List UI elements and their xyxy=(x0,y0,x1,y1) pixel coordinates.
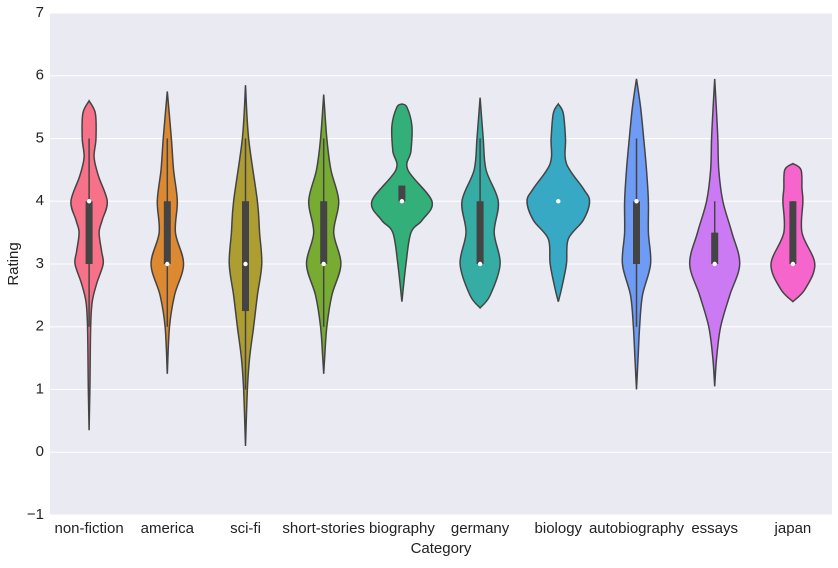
x-tick-label: biology xyxy=(535,520,583,537)
iqr-box xyxy=(789,201,797,264)
median xyxy=(477,261,483,267)
iqr-box xyxy=(163,201,171,264)
x-tick-label: essays xyxy=(691,520,738,537)
y-tick-label: 6 xyxy=(36,67,44,84)
median xyxy=(790,261,796,267)
median xyxy=(321,261,326,267)
x-tick-label: non-fiction xyxy=(54,520,123,537)
x-axis-label: Category xyxy=(411,540,472,557)
median xyxy=(399,199,405,204)
y-tick-label: 0 xyxy=(36,443,44,460)
y-tick-label: 1 xyxy=(36,380,44,397)
x-tick-label: america xyxy=(141,520,195,537)
median xyxy=(634,199,639,204)
y-tick-label: 4 xyxy=(36,192,44,209)
iqr-box xyxy=(242,201,249,312)
y-tick-label: −1 xyxy=(27,506,44,523)
x-tick-label: germany xyxy=(451,520,510,537)
x-tick-label: sci-fi xyxy=(230,520,261,537)
iqr-box xyxy=(633,201,640,264)
iqr-box xyxy=(320,201,328,264)
median xyxy=(86,199,92,204)
x-tick-label: biography xyxy=(369,520,435,537)
y-tick-label: 2 xyxy=(36,318,44,335)
y-tick-label: 3 xyxy=(36,255,44,272)
median xyxy=(165,261,170,267)
iqr-box xyxy=(398,185,406,202)
median xyxy=(556,199,561,204)
median xyxy=(712,261,717,267)
x-tick-label: japan xyxy=(774,520,812,537)
y-axis-label: Rating xyxy=(5,242,22,285)
iqr-box xyxy=(476,201,484,264)
y-tick-label: 7 xyxy=(36,4,44,21)
y-tick-label: 5 xyxy=(36,129,44,146)
x-tick-label: short-stories xyxy=(282,520,365,537)
x-tick-label: autobiography xyxy=(589,520,685,537)
median xyxy=(243,261,248,267)
iqr-box xyxy=(711,232,719,264)
iqr-box xyxy=(85,201,93,264)
